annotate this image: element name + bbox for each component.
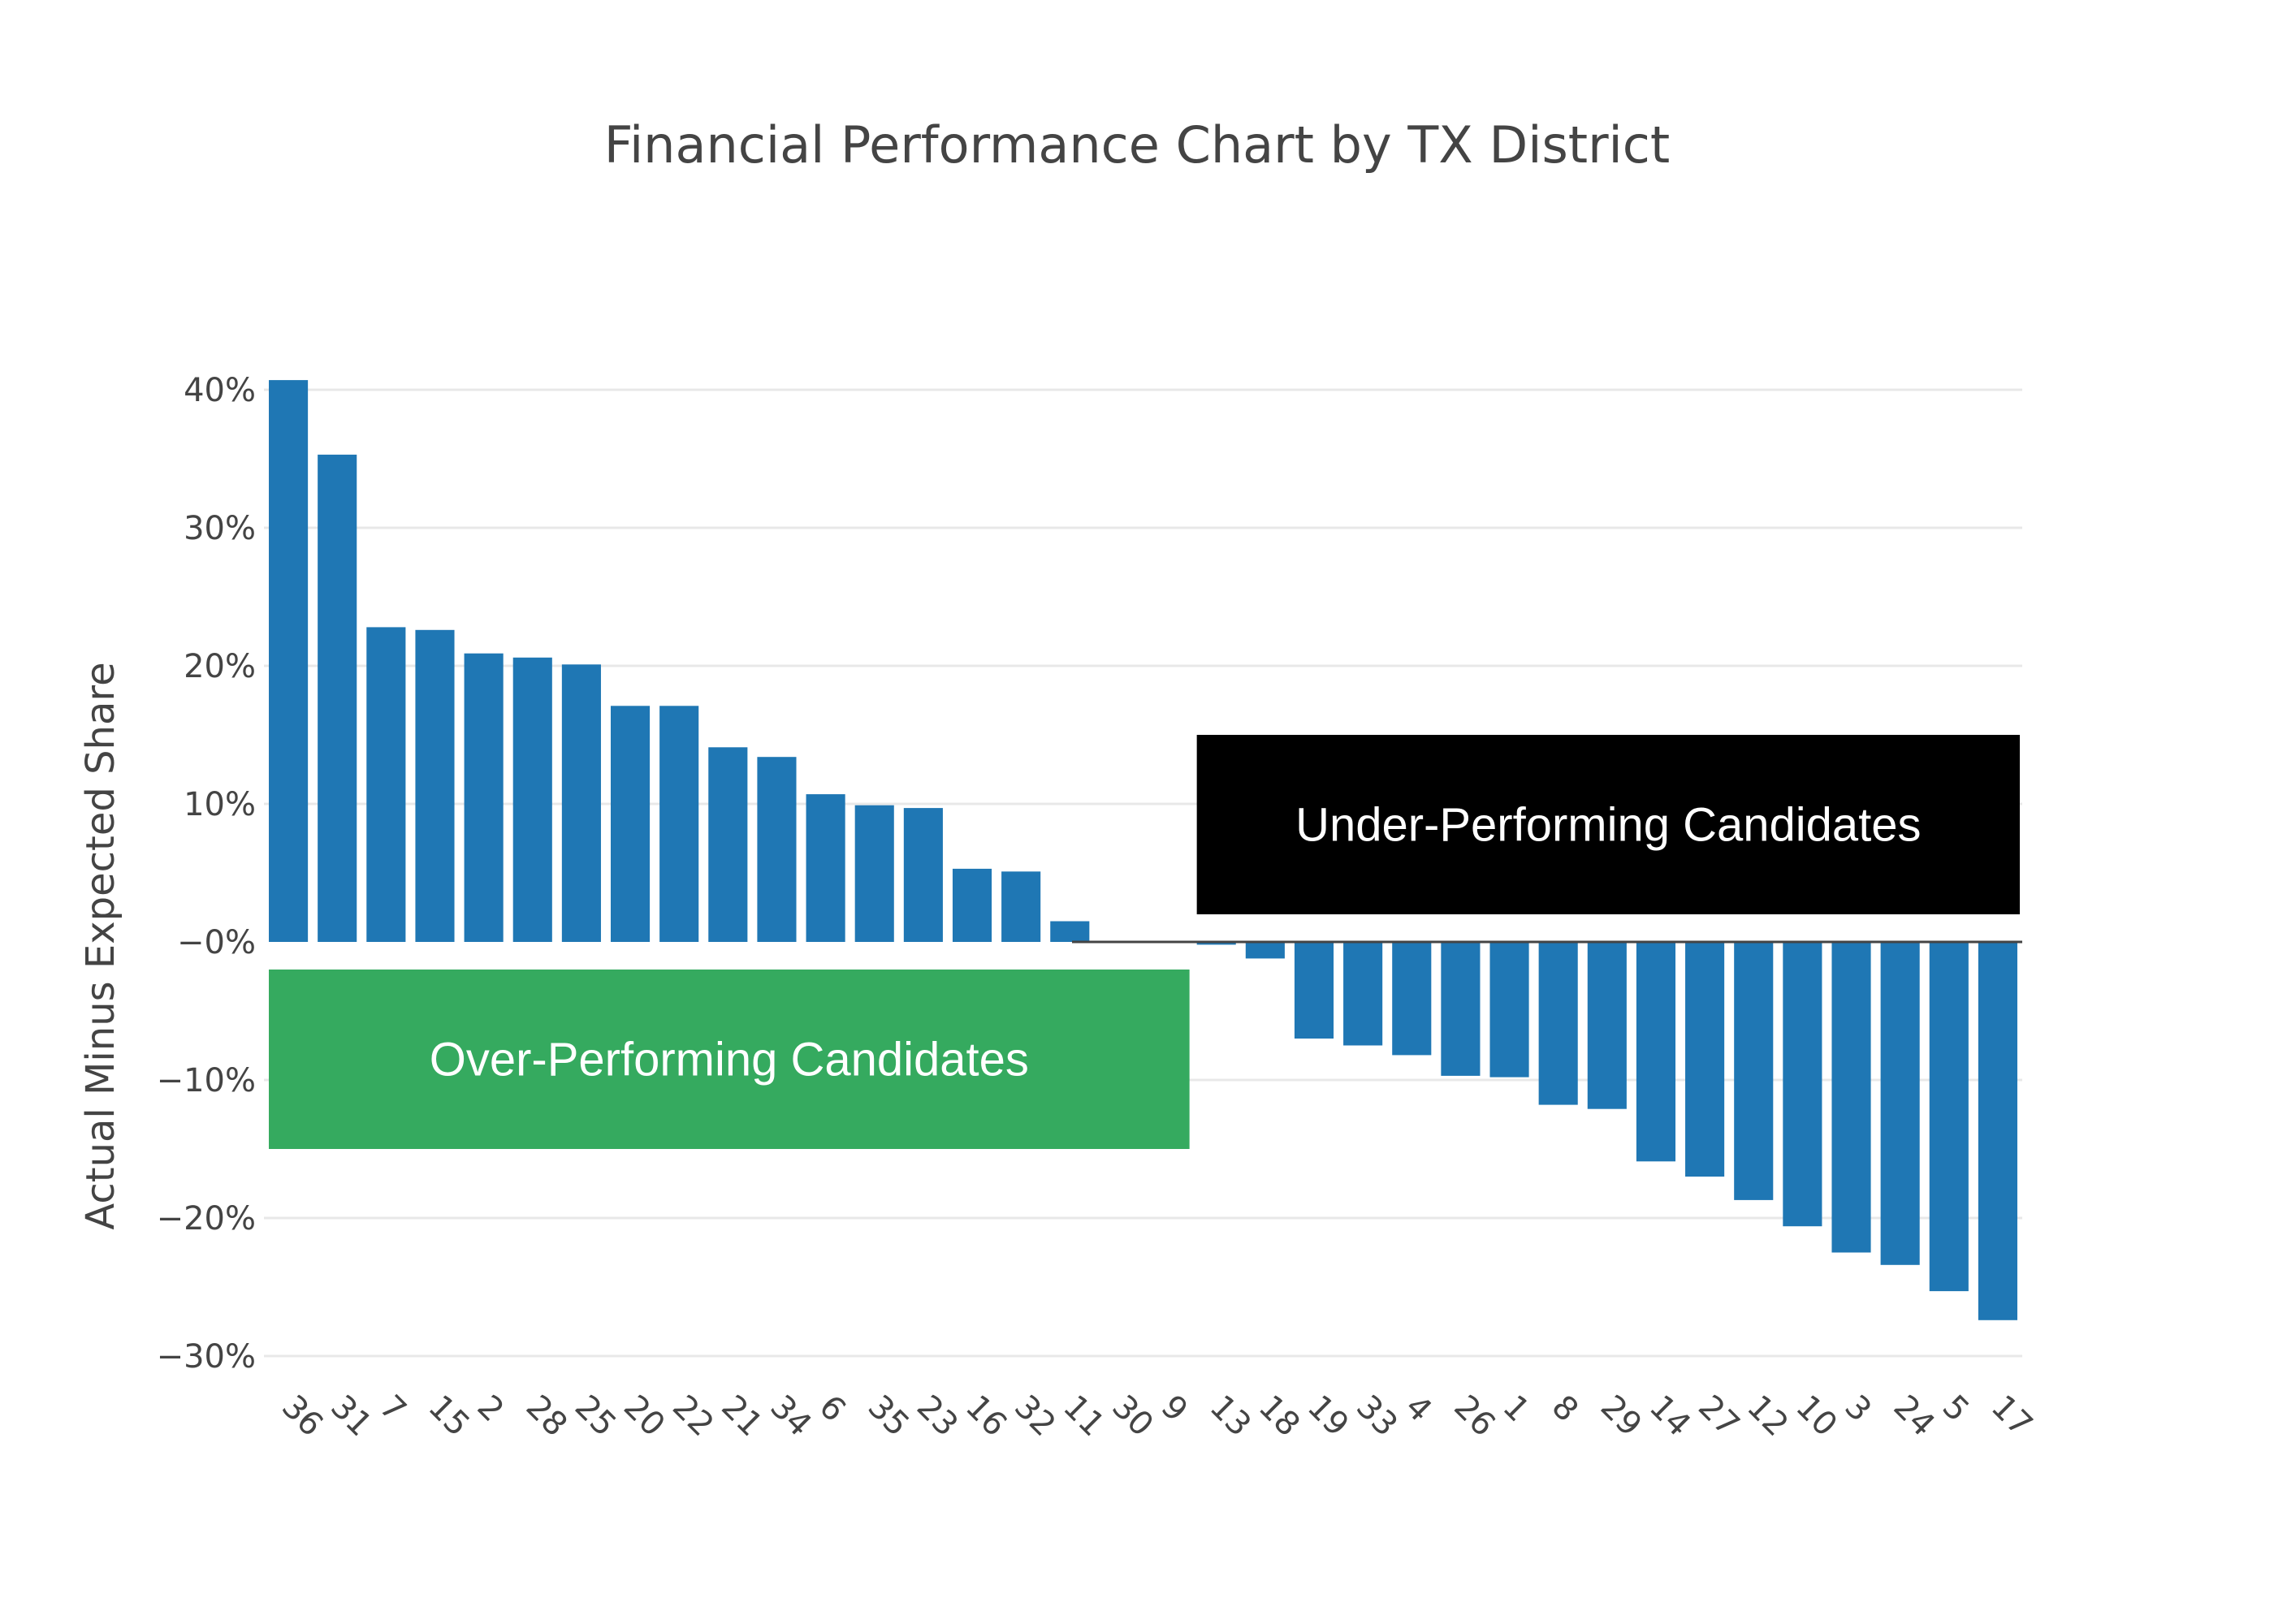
annotation-label: Over-Performing Candidates: [430, 1034, 1029, 1086]
bar: [318, 454, 357, 942]
x-tick-label: 28: [519, 1389, 575, 1445]
x-tick-label: 9: [1153, 1389, 1195, 1430]
x-tick-label: 1: [1495, 1389, 1537, 1430]
x-tick-label: 6: [812, 1389, 854, 1430]
y-tick-labels: 40% 30% 20% 10% −0% −10% −20% −30%: [157, 372, 256, 1376]
bar: [366, 627, 406, 942]
x-tick-label: 13: [1203, 1389, 1259, 1445]
bar: [1245, 942, 1285, 959]
bar: [610, 706, 651, 942]
bar: [1050, 921, 1090, 942]
y-tick-label: −30%: [157, 1338, 256, 1376]
y-tick-label: 10%: [184, 786, 256, 823]
y-tick-label: 40%: [184, 372, 256, 409]
bar: [1538, 942, 1578, 1105]
annotations: Over-Performing Candidates Under-Performi…: [269, 735, 2020, 1149]
x-tick-label: 31: [323, 1389, 379, 1445]
y-axis-label: Actual Minus Expected Share: [78, 662, 123, 1229]
x-tick-label: 17: [1984, 1389, 2040, 1445]
x-tick-label: 35: [861, 1389, 917, 1445]
x-tick-label: 5: [1935, 1389, 1977, 1430]
bar: [1685, 942, 1725, 1177]
x-tick-label: 19: [1300, 1389, 1356, 1445]
annotation-label: Under-Performing Candidates: [1295, 799, 1921, 852]
bar: [1489, 942, 1529, 1078]
x-tick-label: 12: [1740, 1389, 1796, 1445]
x-tick-label: 23: [910, 1389, 966, 1445]
x-tick-label: 3: [1837, 1389, 1878, 1430]
x-tick-label: 32: [1007, 1389, 1063, 1445]
bar: [952, 868, 992, 942]
bar: [464, 653, 504, 942]
x-tick-label: 11: [1056, 1389, 1112, 1445]
bar: [415, 629, 455, 942]
x-tick-label: 27: [1691, 1389, 1747, 1445]
bar: [757, 757, 797, 942]
bar: [1636, 942, 1676, 1162]
y-tick-label: −20%: [157, 1200, 256, 1237]
bar: [1734, 942, 1774, 1200]
bar: [659, 706, 699, 942]
x-tick-label: 34: [763, 1389, 819, 1445]
x-tick-label: 26: [1446, 1389, 1502, 1445]
x-tick-label: 15: [421, 1389, 477, 1445]
y-tick-label: 20%: [184, 648, 256, 685]
bar: [903, 808, 943, 942]
bar: [1978, 942, 2017, 1320]
x-tick-label: 7: [372, 1389, 413, 1430]
bar: [561, 664, 601, 942]
x-tick-label: 10: [1788, 1389, 1844, 1445]
bar: [1587, 942, 1627, 1109]
chart-title: Financial Performance Chart by TX Distri…: [604, 115, 1670, 175]
bar: [1831, 942, 1871, 1253]
y-tick-label: −10%: [157, 1062, 256, 1099]
x-tick-label: 4: [1398, 1389, 1439, 1430]
x-tick-label: 14: [1642, 1389, 1698, 1445]
x-tick-label: 33: [1349, 1389, 1405, 1445]
x-tick-label: 30: [1105, 1389, 1161, 1445]
annotation-box: [269, 970, 1190, 1149]
x-tick-label: 25: [568, 1389, 624, 1445]
bar: [269, 380, 309, 943]
y-tick-label: 30%: [184, 510, 256, 547]
bar: [854, 805, 894, 942]
bar: [1880, 942, 1920, 1265]
bar: [708, 747, 748, 942]
bar: [1196, 942, 1236, 945]
bar: [1343, 942, 1383, 1046]
x-tick-label: 2: [470, 1389, 512, 1430]
bar: [1392, 942, 1432, 1056]
bar: [512, 657, 552, 942]
x-tick-label: 8: [1545, 1389, 1586, 1430]
y-tick-label: −0%: [177, 924, 256, 961]
bars: [269, 380, 2017, 1320]
bar: [806, 794, 845, 942]
x-tick-label: 24: [1887, 1389, 1943, 1445]
bar: [1001, 871, 1041, 942]
bar: [1441, 942, 1481, 1076]
annotation-box: [1196, 735, 2020, 914]
x-tick-label: 16: [958, 1389, 1014, 1445]
bar: [1783, 942, 1822, 1227]
x-tick-label: 18: [1252, 1389, 1308, 1445]
bar: [1929, 942, 1969, 1292]
x-tick-label: 29: [1593, 1389, 1649, 1445]
x-tick-label: 36: [275, 1389, 331, 1445]
x-tick-label: 21: [714, 1389, 770, 1445]
bar: [1294, 942, 1334, 1039]
x-tick-label: 22: [665, 1389, 721, 1445]
x-tick-label: 20: [616, 1389, 672, 1445]
